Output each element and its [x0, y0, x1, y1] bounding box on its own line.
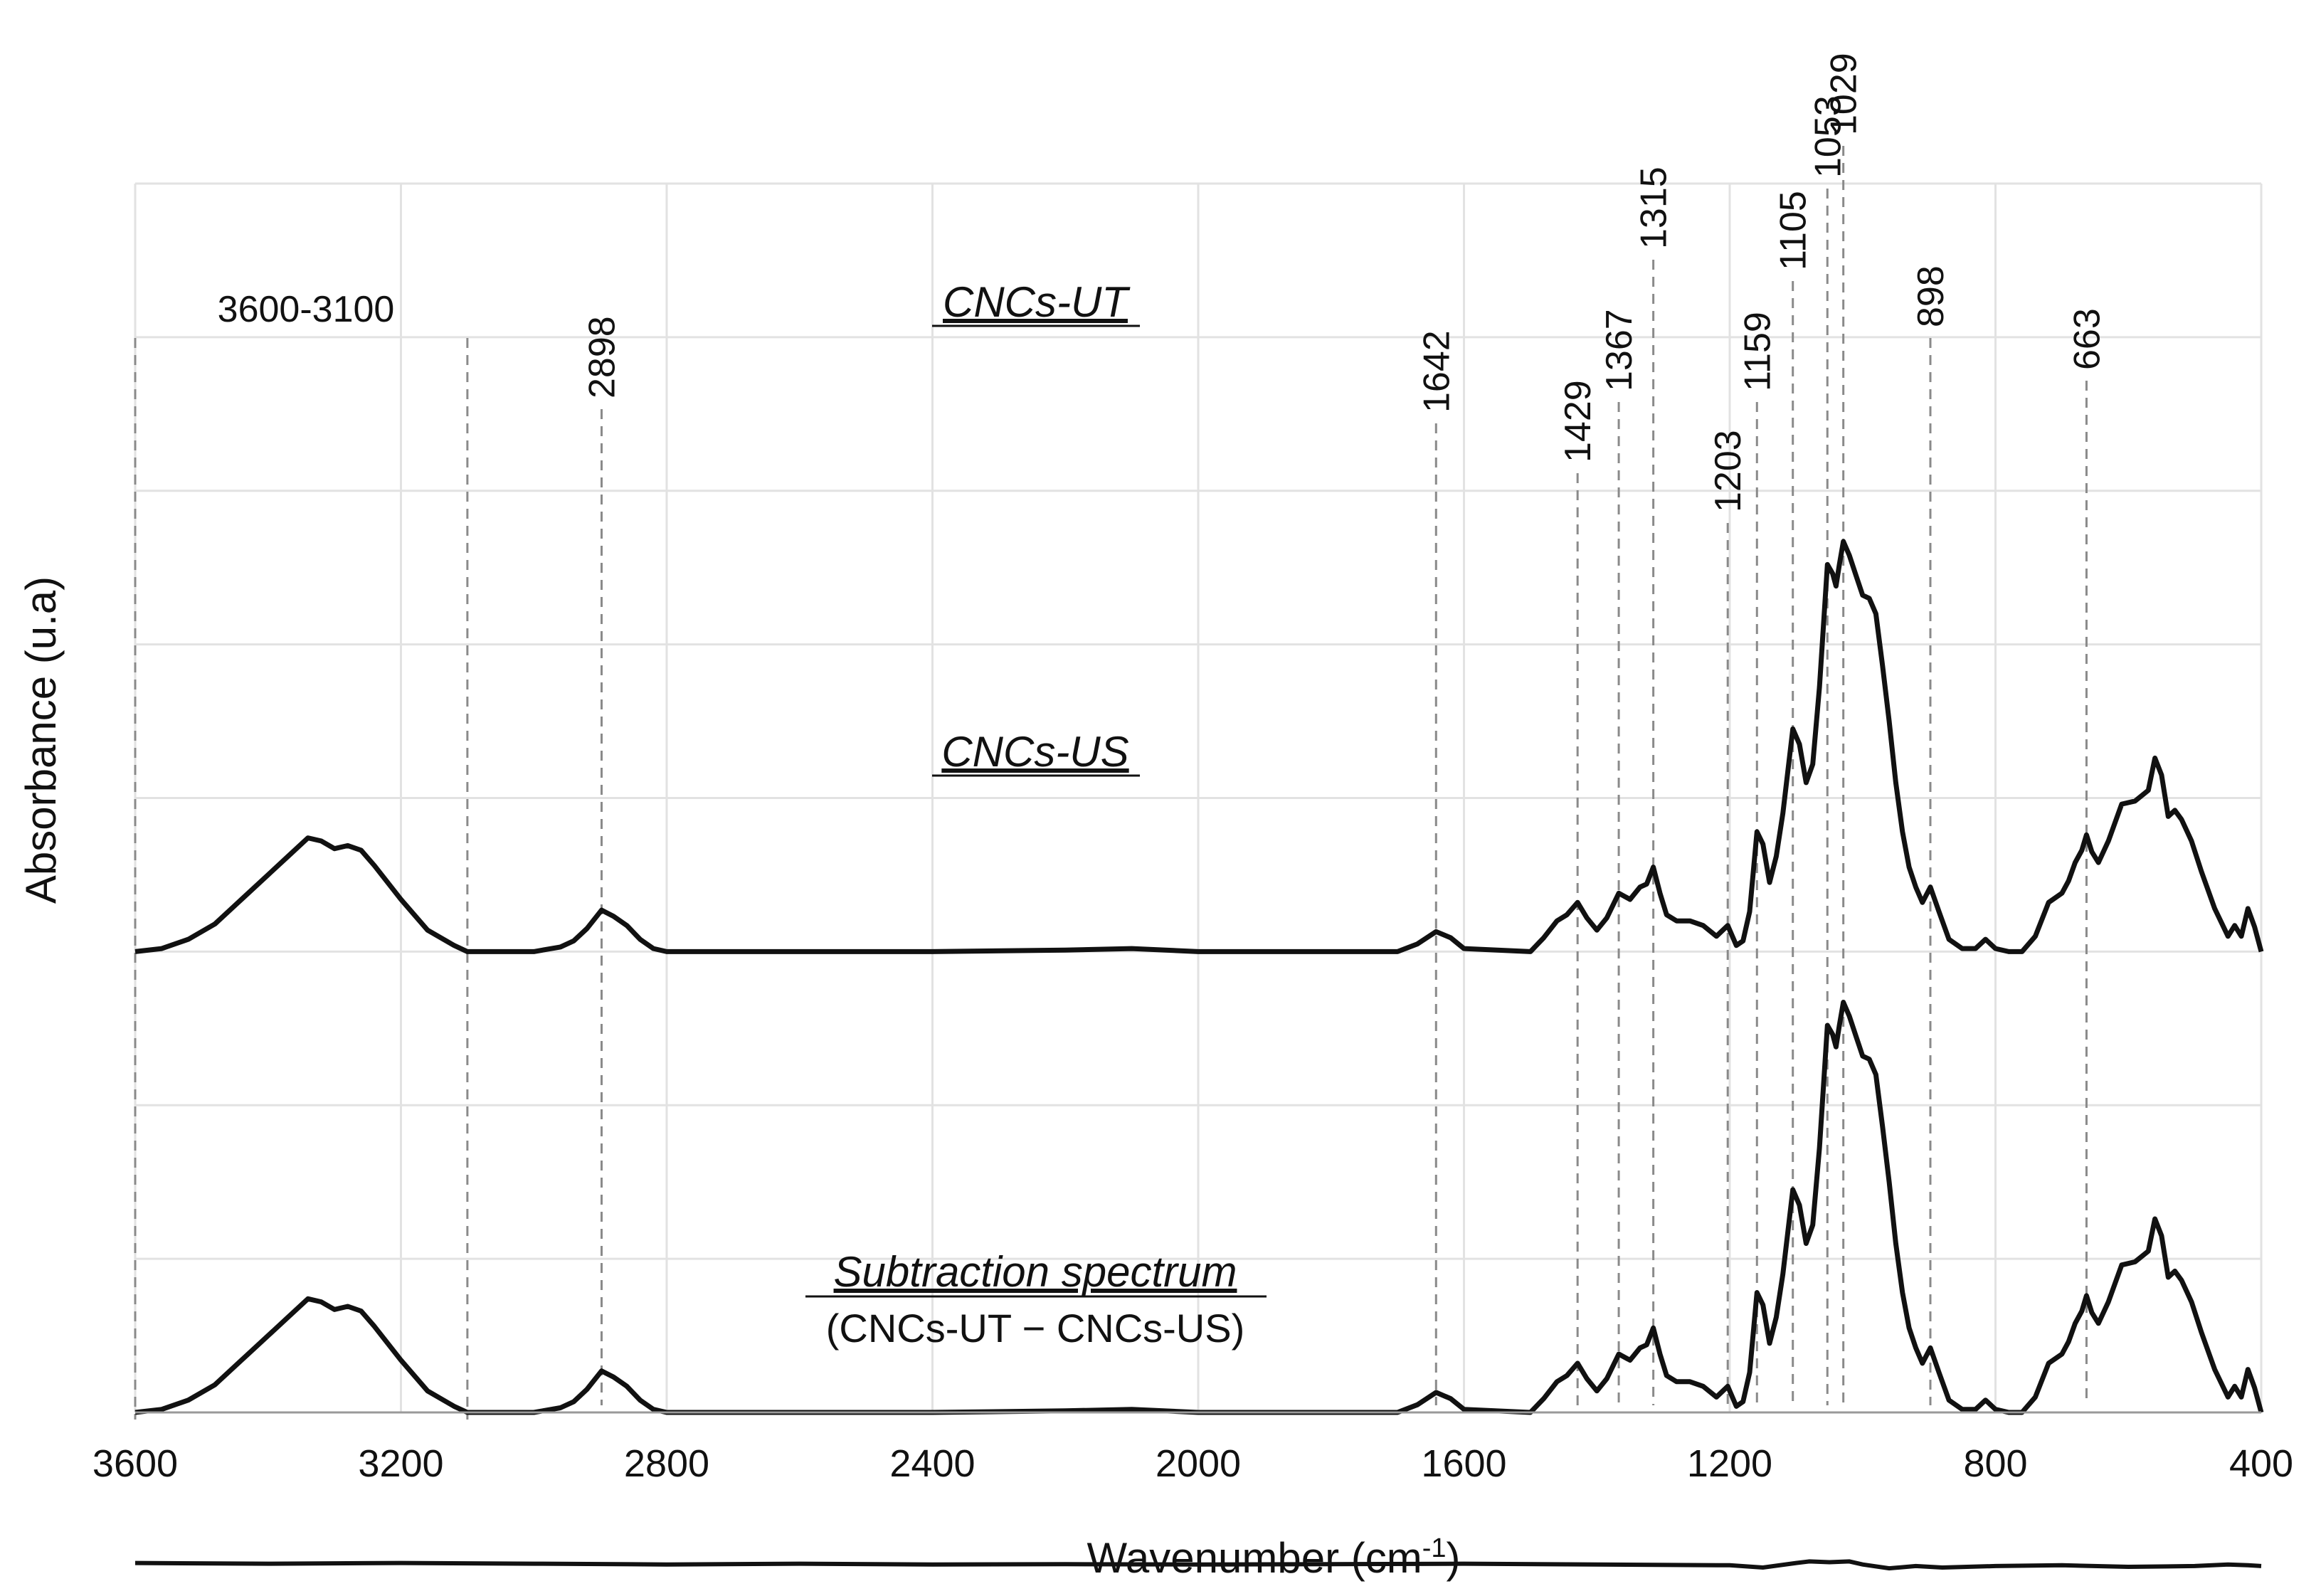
- x-axis-title-sup: -1: [1422, 1533, 1447, 1563]
- series-label-subtraction: Subtraction spectrum: [834, 1248, 1237, 1296]
- peak-label-1105: 1105: [1773, 191, 1814, 270]
- y-axis-title: Absorbance (u.a): [17, 576, 65, 904]
- peak-label-1053: 1053: [1807, 95, 1849, 178]
- series-line-cncs-us: [134, 1000, 2264, 1415]
- x-axis-title-main: Wavenumber (cm: [1087, 1534, 1422, 1582]
- x-axis-title-close: ): [1447, 1534, 1461, 1582]
- peak-label-1367: 1367: [1599, 309, 1640, 391]
- spectra: [134, 539, 2264, 1571]
- series-label-cncs-ut: CNCs-UT: [943, 278, 1131, 326]
- x-axis: 3600 3200 2800 2400 2000 1600 1200 800 400: [92, 1411, 2293, 1485]
- x-axis-title: Wavenumber (cm-1): [1087, 1533, 1461, 1582]
- peak-label-1315: 1315: [1634, 167, 1675, 249]
- x-tick-label: 1600: [1421, 1442, 1506, 1485]
- x-tick-label: 2800: [624, 1442, 709, 1485]
- x-tick-label: 2400: [889, 1442, 975, 1485]
- peak-label-898: 898: [1910, 265, 1952, 327]
- x-tick-label: 3600: [92, 1442, 178, 1485]
- peak-guide-lines: [134, 146, 2088, 1420]
- series-label-cncs-us: CNCs-US: [941, 728, 1128, 776]
- peak-label-2898: 2898: [581, 316, 623, 398]
- peak-label-1429: 1429: [1558, 380, 1599, 463]
- series-line-subtraction: [134, 1559, 2262, 1571]
- annotations: CNCs-UT CNCs-US Subtraction spectrum (CN…: [218, 53, 2108, 1351]
- peak-label-1642: 1642: [1416, 330, 1457, 413]
- series-sublabel-subtraction: (CNCs-UT − CNCs-US): [826, 1306, 1245, 1351]
- gridlines: [134, 182, 2263, 1414]
- peak-label-663: 663: [2066, 308, 2108, 370]
- peak-label-1203: 1203: [1708, 430, 1749, 512]
- x-tick-label: 2000: [1156, 1442, 1241, 1485]
- x-tick-label: 3200: [358, 1442, 443, 1485]
- series-line-cncs-ut: [134, 539, 2264, 954]
- peak-label-1029: 1029: [1824, 53, 1865, 135]
- x-tick-label: 800: [1963, 1442, 2027, 1485]
- x-tick-label: 1200: [1687, 1442, 1772, 1485]
- x-tick-label: 400: [2229, 1442, 2293, 1485]
- range-annotation-label: 3600-3100: [218, 289, 395, 330]
- peak-label-1159: 1159: [1737, 312, 1778, 391]
